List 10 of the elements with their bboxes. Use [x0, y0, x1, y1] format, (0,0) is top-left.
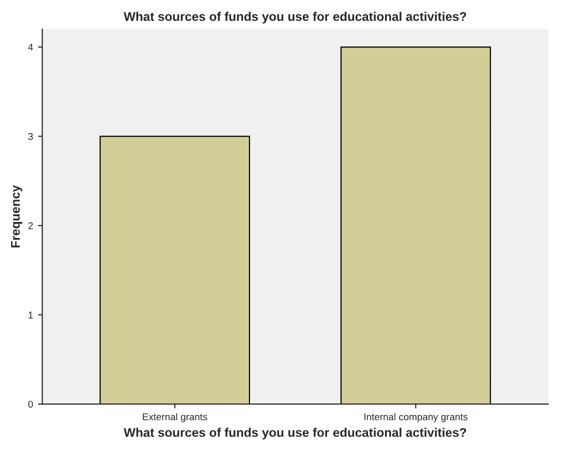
x-tick-label: Internal company grants: [364, 413, 468, 422]
y-tick-label: 4: [28, 44, 33, 51]
x-axis-title: What sources of funds you use for educational activities?: [124, 428, 466, 440]
y-tick-label: 0: [28, 400, 33, 408]
y-tick-label: 1: [28, 312, 33, 318]
y-axis-title: Frequency: [11, 185, 22, 248]
chart-title: What sources of funds you use for educational activities?: [124, 12, 466, 24]
x-tick-label: External grants: [142, 413, 208, 422]
y-tick-label: 2: [28, 222, 33, 230]
y-tick-label: 3: [28, 133, 33, 140]
